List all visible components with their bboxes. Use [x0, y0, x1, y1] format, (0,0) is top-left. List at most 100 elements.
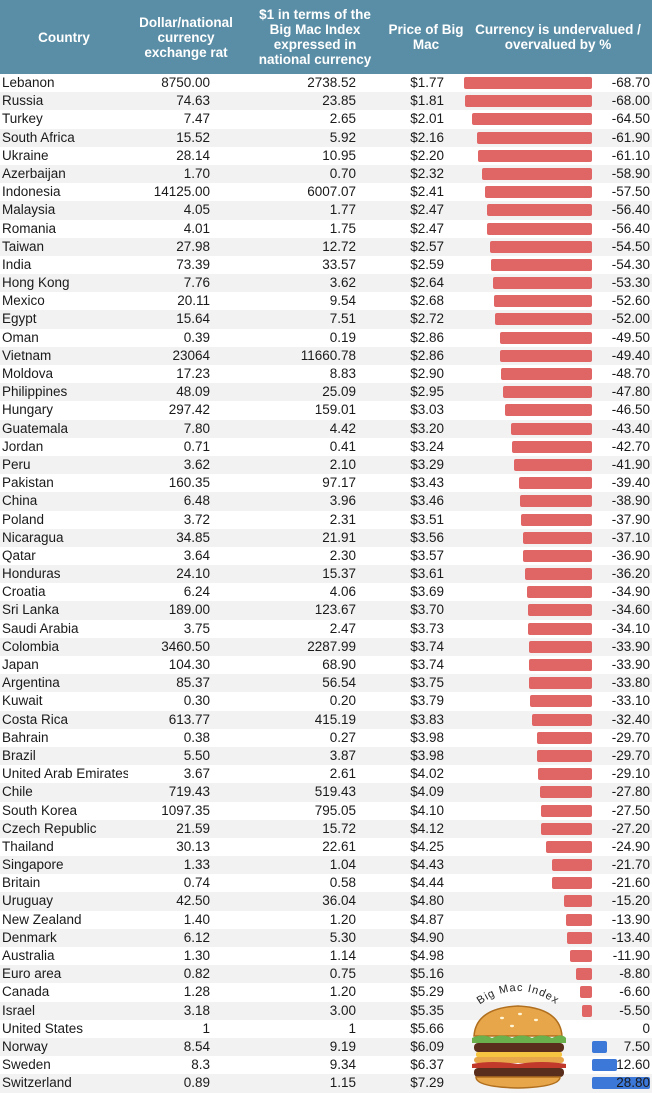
- cell-exchange-rate: 0.74: [183, 875, 210, 891]
- undervalued-bar: [545, 840, 592, 853]
- cell-exchange-rate: 7.80: [183, 420, 210, 436]
- header-price: Price of Big Mac: [388, 22, 464, 52]
- table-row: South Africa 15.52 5.92 $2.16 -61.90: [0, 128, 652, 147]
- cell-country: United States: [2, 1020, 84, 1036]
- table-row: South Korea 1097.35 795.05 $4.10 -27.50: [0, 802, 652, 820]
- table-row: Turkey 7.47 2.65 $2.01 -64.50: [0, 110, 652, 128]
- cell-valuation-percent: -29.10: [611, 766, 650, 782]
- cell-price: $4.10: [410, 802, 444, 818]
- cell-valuation-percent: -34.10: [611, 620, 650, 636]
- cell-price: $3.24: [410, 438, 444, 454]
- cell-valuation-percent: 7.50: [623, 1038, 650, 1054]
- undervalued-bar: [537, 768, 592, 781]
- cell-valuation-percent: -34.90: [611, 584, 650, 600]
- cell-big-mac-index: 0.41: [329, 438, 356, 454]
- cell-big-mac-index: 1.75: [329, 220, 356, 236]
- cell-country: Russia: [2, 93, 44, 109]
- cell-big-mac-index: 1.20: [329, 984, 356, 1000]
- cell-exchange-rate: 4.05: [183, 202, 210, 218]
- cell-country: Hong Kong: [2, 275, 70, 291]
- cell-big-mac-index: 2.61: [329, 766, 356, 782]
- cell-big-mac-index: 12.72: [322, 238, 356, 254]
- cell-country: Colombia: [2, 638, 60, 654]
- cell-price: $3.46: [410, 493, 444, 509]
- table-row: Mexico 20.11 9.54 $2.68 -52.60: [0, 292, 652, 310]
- cell-exchange-rate: 3.62: [183, 456, 210, 472]
- cell-valuation-percent: 28.80: [616, 1075, 650, 1091]
- table-row: Indonesia 14125.00 6007.07 $2.41 -57.50: [0, 183, 652, 201]
- cell-exchange-rate: 104.30: [168, 657, 210, 672]
- cell-big-mac-index: 123.67: [314, 602, 356, 618]
- undervalued-bar: [528, 622, 592, 635]
- table-row: Nicaragua 34.85 21.91 $3.56 -37.10: [0, 528, 652, 547]
- cell-exchange-rate: 297.42: [168, 402, 210, 418]
- cell-price: $2.95: [410, 384, 444, 400]
- cell-exchange-rate: 613.77: [168, 711, 210, 727]
- cell-valuation-percent: -43.40: [611, 420, 650, 436]
- cell-valuation-percent: -11.90: [612, 948, 650, 963]
- undervalued-bar: [526, 586, 592, 599]
- cell-price: $3.20: [410, 420, 444, 436]
- cell-valuation-percent: -21.70: [611, 857, 650, 873]
- table-row: Euro area 0.82 0.75 $5.16 -8.80: [0, 965, 652, 984]
- undervalued-bar: [567, 931, 592, 944]
- cell-big-mac-index: 3.87: [329, 747, 356, 763]
- cell-country: Croatia: [2, 584, 46, 600]
- undervalued-bar: [523, 549, 592, 562]
- undervalued-bar: [518, 477, 592, 490]
- cell-country: Sweden: [2, 1057, 51, 1073]
- cell-exchange-rate: 5.50: [183, 747, 210, 763]
- cell-big-mac-index: 0.19: [329, 329, 356, 345]
- cell-country: Azerbaijan: [2, 165, 66, 181]
- cell-price: $2.64: [410, 275, 444, 291]
- cell-price: $3.79: [410, 693, 444, 709]
- cell-exchange-rate: 27.98: [176, 238, 210, 254]
- undervalued-bar: [512, 440, 592, 453]
- cell-big-mac-index: 1.04: [329, 857, 356, 873]
- cell-valuation-percent: -56.40: [611, 220, 650, 236]
- cell-big-mac-index: 0.58: [329, 875, 356, 891]
- cell-price: $2.47: [410, 202, 444, 218]
- table-row: Brazil 5.50 3.87 $3.98 -29.70: [0, 746, 652, 766]
- cell-exchange-rate: 0.82: [183, 966, 210, 982]
- cell-big-mac-index: 56.54: [322, 675, 356, 691]
- cell-big-mac-index: 9.54: [329, 293, 356, 309]
- cell-big-mac-index: 1: [348, 1020, 356, 1036]
- cell-country: Qatar: [2, 547, 36, 563]
- table-row: Sri Lanka 189.00 123.67 $3.70 -34.60: [0, 601, 652, 620]
- cell-country: Kuwait: [2, 693, 43, 709]
- cell-exchange-rate: 4.01: [183, 220, 210, 236]
- table-row: Pakistan 160.35 97.17 $3.43 -39.40: [0, 474, 652, 492]
- cell-exchange-rate: 23064: [172, 347, 210, 363]
- cell-valuation-percent: -36.90: [611, 547, 650, 563]
- cell-valuation-percent: -64.50: [611, 111, 650, 127]
- table-row: Chile 719.43 519.43 $4.09 -27.80: [0, 783, 652, 802]
- cell-price: $4.12: [410, 820, 444, 836]
- table-row: Bahrain 0.38 0.27 $3.98 -29.70: [0, 729, 652, 747]
- cell-valuation-percent: -53.30: [611, 275, 650, 291]
- cell-country: Poland: [2, 511, 45, 527]
- cell-exchange-rate: 14125.00: [153, 184, 210, 200]
- cell-country: Malaysia: [2, 202, 56, 218]
- cell-valuation-percent: -6.60: [619, 984, 650, 1000]
- table-row: Malaysia 4.05 1.77 $2.47 -56.40: [0, 201, 652, 220]
- cell-valuation-percent: 0: [642, 1020, 650, 1036]
- undervalued-bar: [563, 895, 592, 908]
- cell-exchange-rate: 3460.50: [161, 638, 210, 654]
- cell-country: Canada: [2, 984, 50, 1000]
- cell-big-mac-index: 2.65: [329, 111, 356, 127]
- cell-price: $3.75: [410, 675, 444, 691]
- undervalued-bar: [493, 295, 592, 308]
- undervalued-bar: [551, 859, 592, 872]
- cell-country: Saudi Arabia: [2, 620, 79, 636]
- undervalued-bar: [490, 258, 592, 271]
- cell-valuation-percent: -32.40: [611, 711, 650, 727]
- table-row: Uruguay 42.50 36.04 $4.80 -15.20: [0, 892, 652, 911]
- cell-price: $3.69: [410, 584, 444, 600]
- cell-valuation-percent: -27.50: [611, 802, 650, 818]
- cell-exchange-rate: 48.09: [176, 384, 210, 400]
- undervalued-bar: [541, 822, 592, 835]
- cell-big-mac-index: 3.62: [329, 275, 356, 291]
- cell-valuation-percent: -29.70: [611, 729, 650, 745]
- undervalued-bar: [524, 568, 592, 581]
